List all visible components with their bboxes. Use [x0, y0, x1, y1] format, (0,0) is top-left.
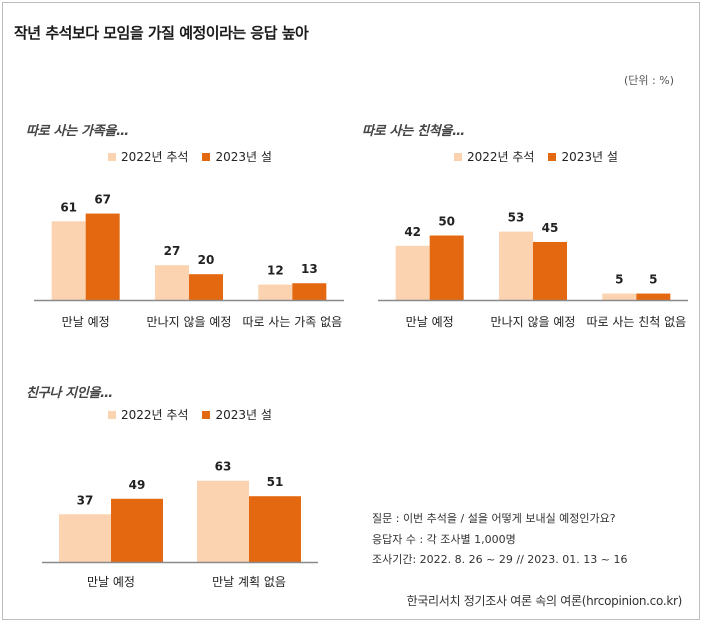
legend-item-2023: 2023년 설	[202, 406, 272, 423]
category-label-1: 만날 계획 없음	[212, 575, 286, 589]
category-label-0: 만날 예정	[406, 315, 454, 329]
legend-label-2023: 2023년 설	[215, 408, 272, 422]
bar-2022-0	[51, 221, 86, 300]
bar-2023-1	[533, 241, 567, 300]
data-label-2023-2: 5	[649, 273, 657, 287]
category-label-0: 만날 예정	[62, 315, 110, 329]
legend-label-2022: 2022년 추석	[121, 150, 189, 164]
category-label-1: 만나지 않을 예정	[147, 315, 232, 329]
data-label-2022-0: 42	[404, 225, 421, 239]
bar-2022-0	[395, 245, 430, 300]
data-label-2023-0: 50	[438, 215, 455, 229]
data-label-2022-1: 27	[164, 244, 181, 258]
data-label-2023-1: 45	[542, 221, 559, 235]
bar-2023-0	[429, 235, 464, 300]
legend-friends: 2022년 추석 2023년 설	[108, 406, 272, 423]
category-label-0: 만날 예정	[87, 575, 135, 589]
legend-relatives: 2022년 추석 2023년 설	[454, 148, 618, 165]
panel-family: 따로 사는 가족을… 2022년 추석 2023년 설 61 67 만날 예정 27 2…	[26, 120, 346, 340]
bar-2022-2	[602, 293, 637, 300]
legend-label-2022: 2022년 추석	[121, 408, 189, 422]
legend-swatch-2023	[548, 152, 557, 161]
legend-label-2022: 2022년 추석	[467, 150, 535, 164]
panel-friends: 친구나 지인을… 2022년 추석 2023년 설 37 49 만날 예정 63 51 만…	[26, 382, 326, 602]
legend-label-2023: 2023년 설	[215, 150, 272, 164]
page-title: 작년 추석보다 모임을 가질 예정이라는 응답 높아	[14, 24, 309, 42]
bar-2023-1	[249, 496, 301, 562]
data-label-2022-2: 12	[267, 264, 284, 278]
bar-2023-2	[292, 283, 327, 300]
bar-2022-2	[258, 284, 293, 300]
data-label-2022-2: 5	[615, 273, 623, 287]
bar-2023-1	[189, 274, 223, 300]
legend-swatch-2023	[202, 152, 211, 161]
legend-swatch-2022	[454, 152, 462, 161]
category-label-2: 따로 사는 가족 없음	[242, 315, 342, 329]
panel-title-friends: 친구나 지인을…	[26, 386, 113, 401]
data-label-2022-1: 53	[508, 211, 525, 225]
panel-title-family: 따로 사는 가족을…	[26, 124, 129, 139]
data-label-2023-0: 49	[129, 478, 146, 492]
category-label-2: 따로 사는 친척 없음	[586, 315, 686, 329]
bar-2023-0	[111, 498, 163, 562]
legend-item-2022: 2022년 추석	[454, 148, 534, 165]
bar-2023-0	[85, 213, 120, 300]
category-label-1: 만나지 않을 예정	[491, 315, 576, 329]
legend-item-2023: 2023년 설	[202, 148, 272, 165]
legend-label-2023: 2023년 설	[561, 150, 618, 164]
legend-swatch-2022	[108, 152, 116, 161]
data-label-2023-1: 51	[267, 475, 284, 489]
data-label-2023-0: 67	[94, 193, 111, 207]
bar-2022-0	[59, 514, 111, 562]
legend-swatch-2022	[108, 410, 116, 419]
bar-2022-1	[499, 231, 533, 300]
chart-family: 61 67 만날 예정 27 20 만나지 않을 예정 12 13 따로 사는 가족 없음	[34, 193, 344, 329]
chart-relatives: 42 50 만날 예정 53 45 만나지 않을 예정 5 5 따로 사는 친척 없음	[378, 211, 688, 329]
data-label-2023-1: 20	[198, 253, 215, 267]
legend-swatch-2023	[202, 410, 211, 419]
note-question: 질문 : 이번 추석을 / 설을 어떻게 보내실 예정인가요?	[372, 512, 616, 525]
data-label-2022-0: 37	[77, 493, 94, 507]
data-label-2022-0: 61	[60, 200, 77, 214]
data-label-2022-1: 63	[215, 460, 232, 474]
data-label-2023-2: 13	[301, 262, 318, 276]
legend-item-2023: 2023년 설	[548, 148, 618, 165]
legend-item-2022: 2022년 추석	[108, 406, 188, 423]
panel-relatives: 따로 사는 친척을… 2022년 추석 2023년 설 42 50 만날 예정 53 4…	[362, 120, 692, 340]
note-period: 조사기간: 2022. 8. 26 ~ 29 // 2023. 01. 13 ~…	[372, 553, 628, 566]
chart-friends: 37 49 만날 예정 63 51 만날 계획 없음	[42, 460, 318, 589]
legend-item-2022: 2022년 추석	[108, 148, 188, 165]
source-credit: 한국리서치 정기조사 여론 속의 여론(hrcopinion.co.kr)	[406, 594, 683, 608]
legend-family: 2022년 추석 2023년 설	[108, 148, 272, 165]
bar-2023-2	[636, 293, 671, 300]
note-respondents: 응답자 수 : 각 조사별 1,000명	[372, 533, 516, 546]
bar-2022-1	[155, 265, 189, 300]
panel-title-relatives: 따로 사는 친척을…	[362, 124, 465, 139]
bar-2022-1	[197, 480, 249, 562]
unit-label: (단위 : %)	[624, 74, 674, 87]
